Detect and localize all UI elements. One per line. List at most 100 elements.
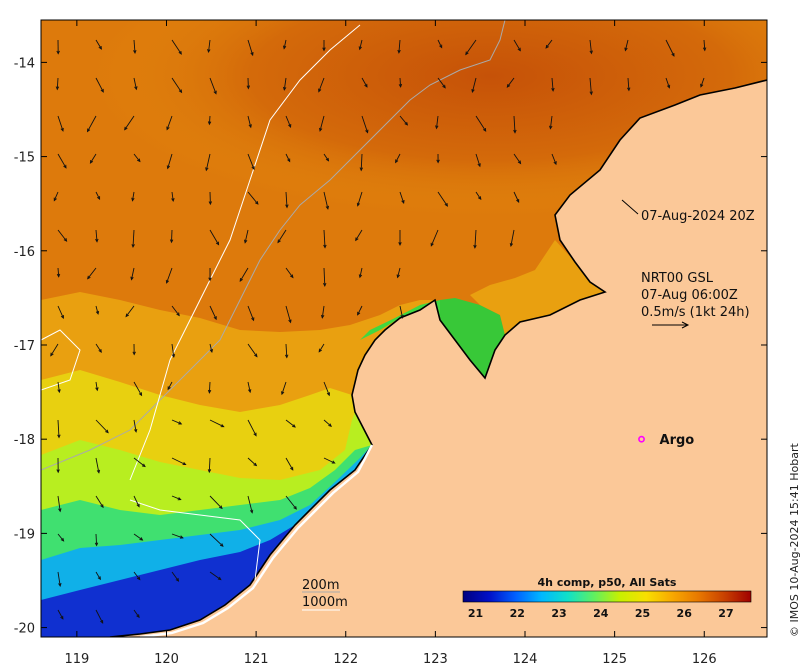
argo-label: Argo [660, 433, 695, 448]
current-vector [513, 39, 521, 51]
current-vector-head [60, 537, 65, 542]
current-vector-head [442, 84, 446, 89]
current-vector [247, 191, 259, 205]
current-vector [475, 115, 487, 132]
current-vector-head [666, 84, 671, 89]
current-vector [399, 191, 405, 204]
current-vector-head [358, 46, 362, 51]
current-vector [357, 191, 363, 206]
current-vector-head [589, 50, 593, 55]
current-vector [57, 609, 64, 620]
current-vector-head [58, 508, 62, 513]
current-vector [90, 153, 97, 164]
current-scale-label: 0.5m/s (1kt 24h) [641, 305, 750, 320]
current-vector [319, 115, 325, 132]
current-vector-head [87, 275, 91, 280]
x-tick-label: 120 [154, 652, 179, 667]
current-vector-head [178, 421, 183, 425]
current-vector [95, 571, 101, 580]
current-vector-head [94, 542, 99, 547]
current-vector [208, 115, 211, 125]
current-vector [475, 153, 481, 167]
current-vector [285, 457, 294, 471]
current-vector-head [58, 582, 62, 588]
current-vector [133, 457, 146, 467]
current-vector-head [60, 315, 64, 320]
current-vector-head [359, 167, 363, 172]
y-tick-label: -17 [14, 339, 35, 354]
current-vector-head [215, 241, 220, 246]
current-vector [399, 305, 404, 318]
current-vector [56, 77, 59, 90]
current-vector [171, 39, 182, 55]
current-vector-head [239, 278, 243, 283]
image-time-annotation: 07-Aug-2024 20Z [621, 199, 755, 224]
current-vector-head [246, 85, 251, 90]
current-vector [209, 533, 224, 547]
coastline [109, 79, 767, 637]
current-vector-head [318, 88, 322, 93]
current-vector [589, 77, 592, 95]
current-vector-head [50, 352, 54, 357]
current-vector-head [219, 543, 224, 547]
current-vector-head [477, 196, 482, 201]
current-vector [171, 305, 180, 316]
current-vector [474, 229, 477, 248]
current-vector [95, 39, 102, 50]
current-vector-head [139, 537, 144, 541]
current-vector-head [435, 125, 439, 130]
current-vector [171, 77, 182, 93]
credit-label: © IMOS 10-Aug-2024 15:41 Hobart [788, 443, 801, 637]
current-vector-head [506, 84, 511, 88]
current-vector [133, 39, 136, 54]
current-vector [437, 39, 443, 48]
current-vector-head [124, 126, 128, 131]
current-vector-head [178, 89, 183, 94]
current-vector [171, 457, 186, 466]
current-vector [132, 229, 135, 248]
current-vector [95, 495, 104, 508]
current-vector-head [281, 391, 285, 396]
current-vector-head [56, 273, 61, 278]
current-vector-head [553, 161, 557, 166]
current-vector [95, 533, 98, 546]
current-vector [247, 457, 257, 466]
x-tick-label: 121 [244, 652, 269, 667]
colorbar-tick-label: 21 [468, 607, 483, 620]
current-vector [208, 381, 211, 393]
current-vector [318, 343, 325, 352]
current-vector-head [285, 204, 289, 209]
current-vector [589, 39, 592, 54]
current-vector-head [177, 497, 182, 501]
current-vector [133, 609, 140, 618]
current-vector [471, 77, 477, 93]
current-vector-head [96, 196, 101, 200]
current-vector-head [545, 44, 549, 49]
current-vector [665, 39, 675, 57]
current-legend: NRT00 GSL 07-Aug 06:00Z 0.5m/s (1kt 24h) [641, 271, 750, 329]
current-vector-head [288, 319, 292, 324]
current-vector [50, 343, 59, 356]
current-vector-head [289, 274, 294, 279]
sst-band-20 [41, 525, 295, 637]
colorbar-tick-label: 23 [551, 607, 566, 620]
current-vector [247, 495, 253, 513]
current-vector [124, 115, 135, 130]
current-vector-head [220, 424, 225, 428]
sst-bay-green [440, 298, 505, 378]
current-vector-head [398, 242, 402, 247]
current-vector-head [357, 311, 361, 316]
current-vector [247, 305, 255, 321]
current-vector-head [436, 159, 440, 164]
current-vector [323, 153, 329, 162]
current-vector [665, 77, 670, 88]
current-vector-head [404, 121, 409, 126]
current-vector-head [141, 463, 146, 468]
current-vector [209, 77, 217, 94]
current-vector [171, 191, 174, 202]
current-vector [87, 267, 97, 279]
current-vector [283, 39, 287, 49]
current-vector-head [254, 353, 258, 358]
current-vector [247, 153, 255, 170]
current-vector [395, 153, 401, 163]
